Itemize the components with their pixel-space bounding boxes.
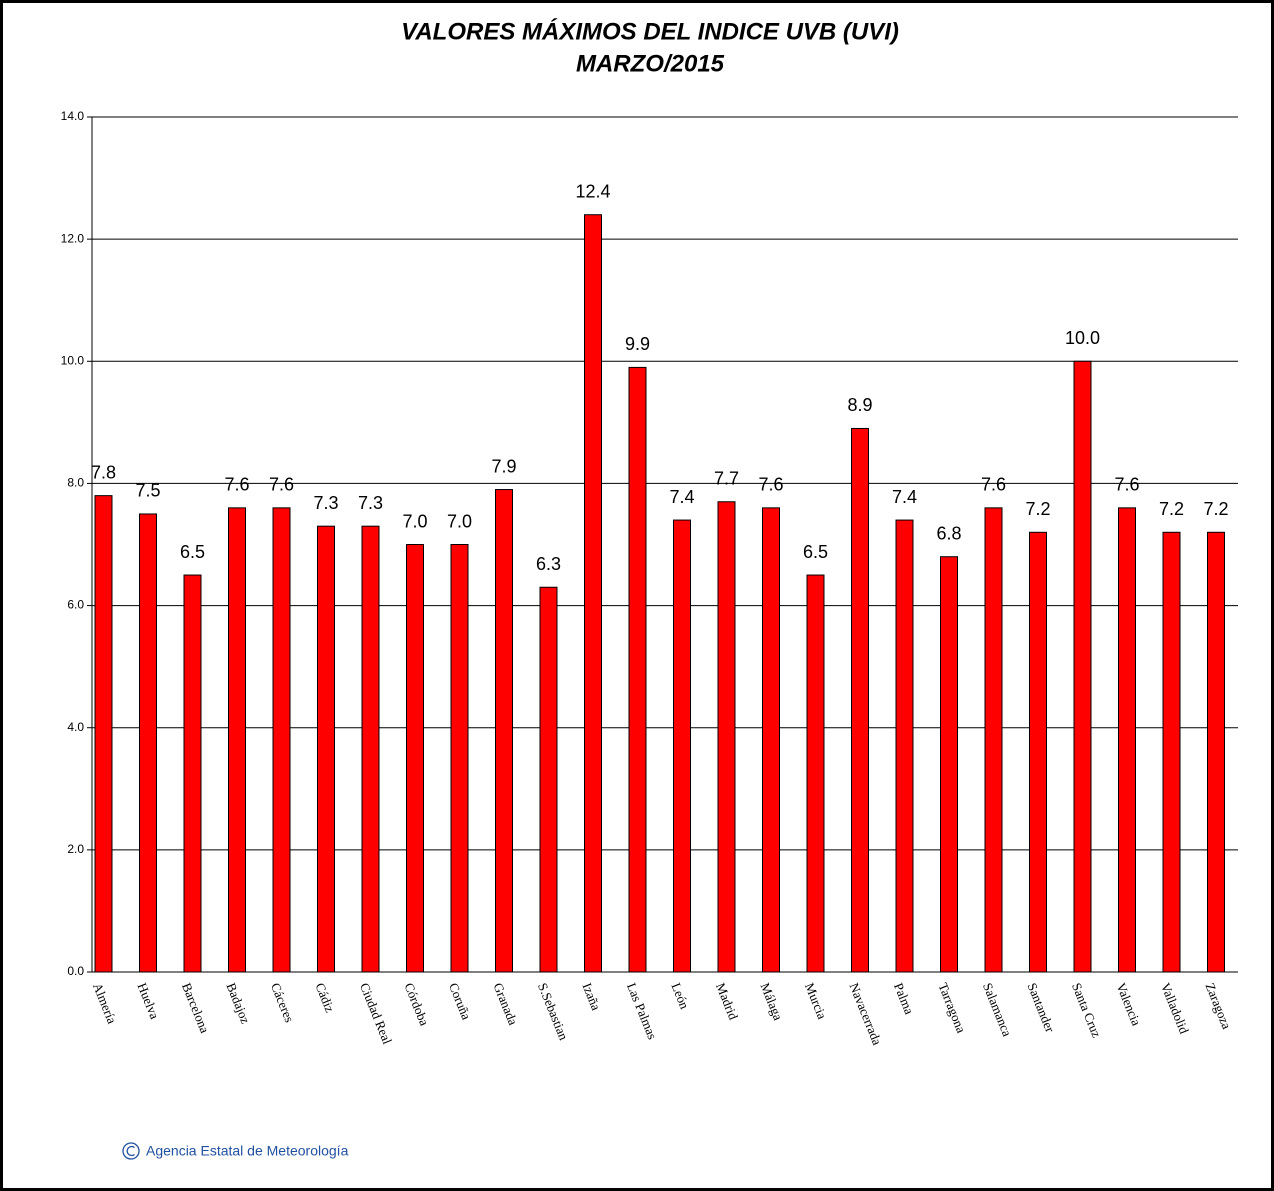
bar — [495, 489, 513, 973]
bar — [228, 507, 246, 973]
bar — [1029, 531, 1047, 973]
bar — [1073, 360, 1092, 973]
value-label: 6.5 — [803, 542, 828, 562]
bar — [1118, 507, 1136, 973]
value-label: 7.0 — [402, 511, 427, 531]
bar — [628, 366, 647, 973]
value-label: 7.6 — [224, 475, 249, 495]
value-label: 12.4 — [575, 181, 610, 201]
bar — [762, 507, 780, 973]
bar — [940, 556, 958, 973]
bar — [1207, 531, 1225, 973]
value-label: 7.6 — [269, 475, 294, 495]
value-label: 7.8 — [91, 462, 116, 482]
y-tick-label: 14.0 — [61, 109, 85, 123]
bar — [94, 495, 113, 973]
bar — [806, 574, 825, 973]
value-label: 7.3 — [358, 493, 383, 513]
bar — [183, 574, 202, 973]
bar — [450, 544, 469, 973]
source-logo — [122, 1142, 140, 1160]
value-label: 7.9 — [491, 456, 516, 476]
source: Agencia Estatal de Meteorología — [146, 1143, 349, 1159]
y-tick-label: 10.0 — [61, 353, 85, 367]
value-label: 7.3 — [313, 493, 338, 513]
value-label: 7.6 — [758, 475, 783, 495]
value-label: 10.0 — [1065, 328, 1100, 348]
chart-title: VALORES MÁXIMOS DEL INDICE UVB (UVI) — [401, 17, 899, 45]
value-label: 7.4 — [669, 487, 694, 507]
y-tick-label: 12.0 — [61, 231, 85, 245]
value-label: 7.4 — [892, 487, 917, 507]
bar — [673, 519, 691, 973]
y-tick-label: 0.0 — [67, 964, 84, 978]
bar — [717, 501, 736, 973]
value-label: 6.8 — [936, 523, 961, 543]
value-label: 6.5 — [180, 542, 205, 562]
bar — [317, 525, 335, 973]
value-label: 7.6 — [1114, 475, 1139, 495]
bar — [139, 513, 157, 973]
y-tick-label: 6.0 — [67, 598, 84, 612]
value-label: 7.6 — [981, 475, 1006, 495]
value-label: 8.9 — [847, 395, 872, 415]
bar — [1162, 531, 1181, 973]
value-label: 7.2 — [1159, 499, 1184, 519]
y-tick-label: 2.0 — [67, 842, 84, 856]
bar — [406, 544, 424, 973]
value-label: 9.9 — [625, 334, 650, 354]
bar — [584, 214, 602, 973]
bar — [851, 427, 869, 973]
y-tick-label: 4.0 — [67, 720, 84, 734]
value-label: 7.2 — [1203, 499, 1228, 519]
bar — [361, 525, 380, 973]
value-label: 7.0 — [447, 511, 472, 531]
value-label: 7.2 — [1025, 499, 1050, 519]
chart-subtitle: MARZO/2015 — [576, 50, 725, 77]
y-tick-label: 8.0 — [67, 476, 84, 490]
value-label: 7.7 — [714, 469, 739, 489]
bar — [895, 519, 914, 973]
value-label: 6.3 — [536, 554, 561, 574]
bar — [272, 507, 291, 973]
value-label: 7.5 — [135, 481, 160, 501]
bar — [984, 507, 1003, 973]
bar — [539, 586, 558, 973]
